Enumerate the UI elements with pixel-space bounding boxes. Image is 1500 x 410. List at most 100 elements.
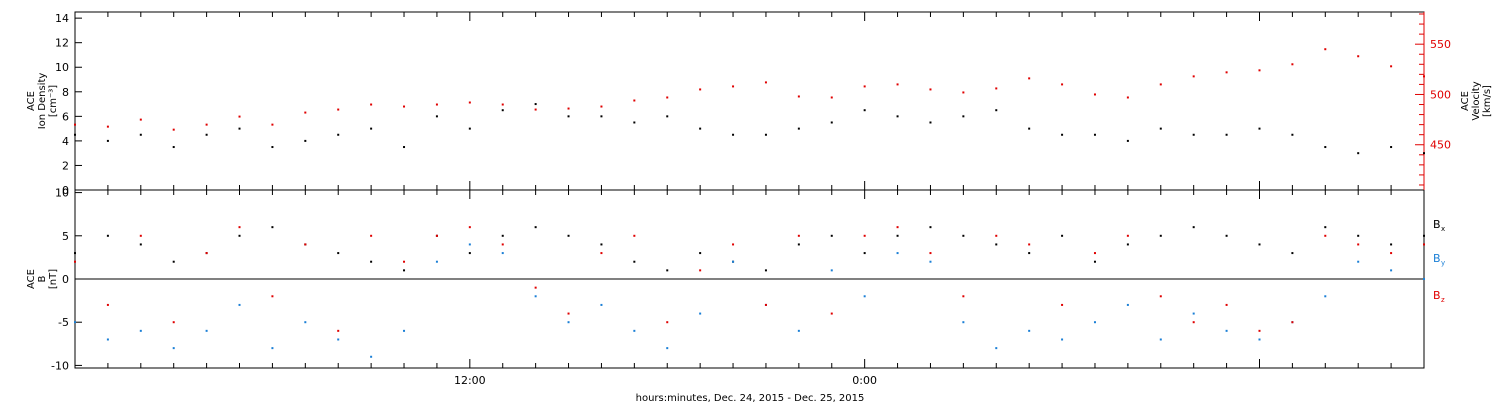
series-0-0-point [962, 115, 965, 118]
left-y-tick-label: 12 [55, 37, 69, 50]
series-1-1-point [1225, 329, 1228, 332]
series-1-1-point [699, 312, 702, 315]
series-0-1-point [633, 99, 636, 102]
series-0-1-point [567, 107, 570, 110]
axis-ticks: 0 2 4 6 8 10 12 14 450 500 550 -10 -5 0 5 10 12:00 0:00 [51, 12, 1451, 387]
series-1-2-point [304, 243, 307, 246]
series-1-2-point [501, 243, 504, 246]
legend-bx-label: B [1433, 218, 1441, 231]
left-y-tick-label: 14 [55, 12, 69, 25]
series-1-2-point [797, 234, 800, 237]
left-y-tick-label: -10 [51, 359, 69, 372]
top-left-title-line2: Ion Density [37, 73, 48, 130]
series-1-0-point [370, 260, 373, 263]
series-1-0-point [271, 226, 274, 229]
series-0-1-point [896, 83, 899, 86]
series-1-2-point [1192, 321, 1195, 324]
x-tick-label: 12:00 [454, 374, 486, 387]
series-1-1-point [172, 347, 175, 350]
series-0-0-point [205, 133, 208, 136]
series-1-2-point [863, 234, 866, 237]
series-1-0-point [534, 226, 537, 229]
series-1-2-point [896, 226, 899, 229]
series-0-0-point [1093, 133, 1096, 136]
series-0-0-point [337, 133, 340, 136]
series-1-1-point [534, 295, 537, 298]
left-y-tick-label: 10 [55, 187, 69, 200]
series-0-0-point [534, 103, 537, 106]
series-1-1-point [1390, 269, 1393, 272]
series-0-1-point [732, 85, 735, 88]
series-1-1-point [797, 329, 800, 332]
series-0-0-point [172, 146, 175, 149]
series-0-0-point [1357, 152, 1360, 155]
series-1-0-point [74, 252, 76, 255]
left-y-tick-label: 2 [62, 159, 69, 172]
series-0-1-point [238, 115, 241, 118]
series-1-2-point [271, 295, 274, 298]
series-0-1-point [271, 123, 274, 126]
series-1-2-point [74, 260, 76, 263]
series-0-0-point [600, 115, 603, 118]
legend-by-sub: y [1441, 259, 1445, 267]
series-1-2-point [1423, 243, 1425, 246]
series-0-1-point [1159, 83, 1162, 86]
series-0-1-point [1423, 75, 1425, 78]
series-0-1-point [1324, 48, 1327, 51]
series-1-0-point [567, 234, 570, 237]
series-1-1-point [1258, 338, 1261, 341]
series-0-1-point [995, 87, 998, 90]
series-0-1-point [139, 118, 142, 121]
legend-by: B y [1433, 252, 1445, 267]
series-1-1-point [106, 338, 109, 341]
series-0-0-point [403, 146, 406, 149]
series-1-1-point [830, 269, 833, 272]
series-1-2-point [205, 252, 208, 255]
series-1-1-point [1423, 278, 1425, 280]
series-1-2-point [567, 312, 570, 315]
series-1-2-point [370, 234, 373, 237]
series-0-0-point [1423, 152, 1425, 155]
series-1-0-point [863, 252, 866, 255]
series-1-2-point [1357, 243, 1360, 246]
series-0-1-point [1093, 93, 1096, 96]
series-1-1-point [1357, 260, 1360, 263]
series-0-0-point [1126, 139, 1129, 142]
series-0-1-point [435, 103, 438, 106]
series-0-1-point [1192, 75, 1195, 78]
series-1-1-point [337, 338, 340, 341]
left-y-tick-label: 0 [62, 273, 69, 286]
series-1-1-point [1093, 321, 1096, 324]
top-right-title-line2: Velocity [1471, 81, 1482, 120]
series-1-2-point [403, 260, 406, 263]
series-1-0-point [139, 243, 142, 246]
series-1-1-point [1192, 312, 1195, 315]
bottom-left-title-line3: [nT] [48, 269, 59, 289]
series-1-2-point [1126, 234, 1129, 237]
series-0-1-point [1390, 65, 1393, 68]
series-1-2-point [106, 303, 109, 306]
bottom-panel-data [74, 226, 1425, 358]
series-1-0-point [1061, 234, 1064, 237]
series-1-0-point [1258, 243, 1261, 246]
series-0-1-point [337, 108, 340, 111]
series-1-1-point [501, 252, 504, 255]
right-y-tick-label: 550 [1430, 38, 1451, 51]
series-1-2-point [666, 321, 669, 324]
series-1-2-point [1291, 321, 1294, 324]
series-0-1-point [797, 95, 800, 98]
series-0-0-point [1192, 133, 1195, 136]
bottom-left-title-line1: ACE [26, 269, 37, 289]
series-0-0-point [468, 127, 471, 130]
series-1-0-point [896, 234, 899, 237]
series-0-0-point [139, 133, 142, 136]
series-0-1-point [600, 105, 603, 108]
series-1-2-point [995, 234, 998, 237]
series-0-0-point [1028, 127, 1031, 130]
series-0-0-point [666, 115, 669, 118]
series-0-1-point [501, 103, 504, 106]
series-1-2-point [337, 329, 340, 332]
series-1-1-point [962, 321, 965, 324]
series-1-0-point [1126, 243, 1129, 246]
series-1-2-point [1225, 303, 1228, 306]
